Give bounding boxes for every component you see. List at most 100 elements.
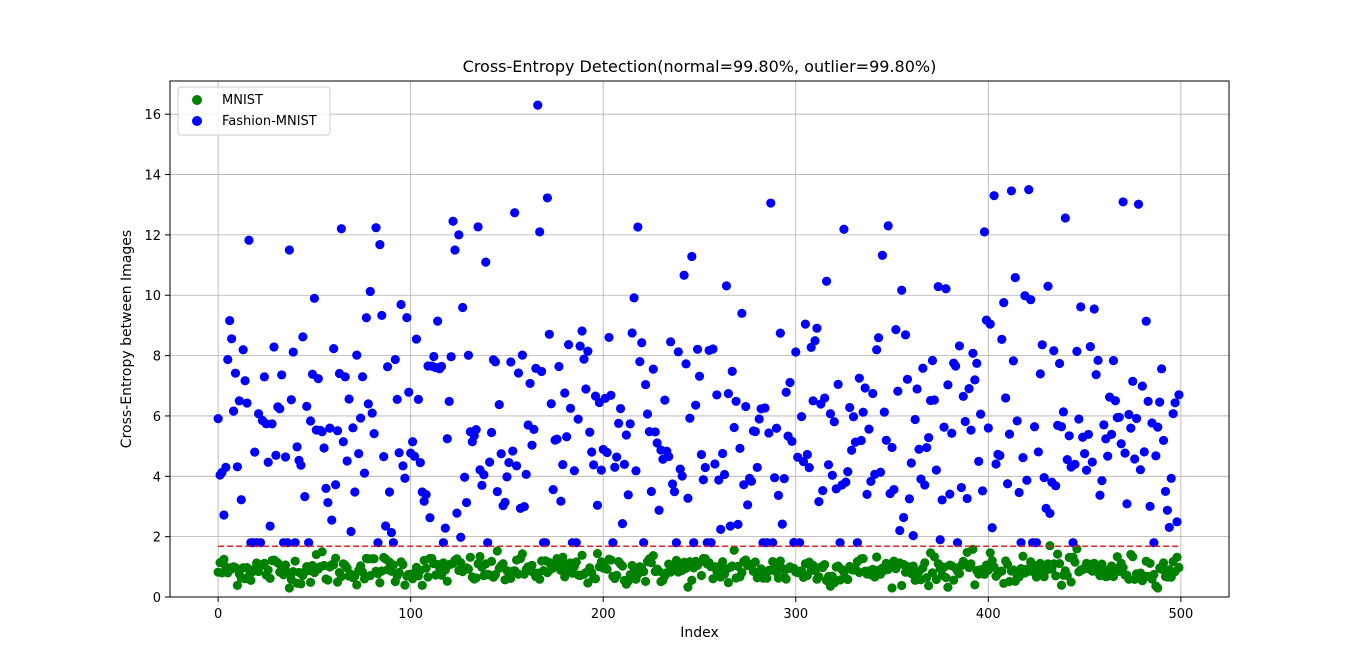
- point-fashion-mnist: [604, 332, 614, 343]
- point-fashion-mnist: [1001, 393, 1011, 403]
- point-fashion-mnist: [1095, 490, 1105, 500]
- point-fashion-mnist: [872, 345, 882, 355]
- point-fashion-mnist: [802, 449, 812, 460]
- legend-label-fashion-mnist: Fashion-MNIST: [222, 114, 317, 129]
- point-mnist: [219, 554, 229, 564]
- point-fashion-mnist: [344, 394, 354, 404]
- point-fashion-mnist: [823, 460, 834, 470]
- point-fashion-mnist: [889, 484, 899, 495]
- point-fashion-mnist: [1157, 364, 1167, 374]
- point-fashion-mnist: [860, 383, 870, 393]
- point-fashion-mnist: [683, 493, 693, 503]
- point-fashion-mnist: [354, 448, 364, 459]
- point-fashion-mnist: [1106, 429, 1117, 439]
- point-fashion-mnist: [1103, 451, 1113, 461]
- point-fashion-mnist: [225, 315, 235, 326]
- x-tick-label: 200: [591, 607, 616, 622]
- point-fashion-mnist: [1143, 396, 1153, 406]
- point-fashion-mnist: [881, 435, 891, 445]
- point-fashion-mnist: [739, 480, 749, 490]
- point-fashion-mnist: [1168, 409, 1178, 419]
- point-fashion-mnist: [989, 191, 999, 201]
- point-fashion-mnist: [873, 333, 884, 343]
- point-fashion-mnist: [983, 423, 993, 433]
- point-fashion-mnist: [373, 538, 383, 548]
- point-fashion-mnist: [931, 465, 941, 475]
- point-fashion-mnist: [900, 330, 911, 340]
- legend-label-mnist: MNIST: [222, 93, 263, 108]
- point-fashion-mnist: [933, 281, 943, 292]
- point-fashion-mnist: [898, 512, 909, 523]
- point-fashion-mnist: [785, 377, 795, 388]
- point-mnist: [941, 573, 951, 583]
- point-fashion-mnist: [583, 346, 593, 356]
- point-fashion-mnist: [856, 435, 866, 446]
- point-fashion-mnist: [433, 316, 443, 326]
- series-mnist: [213, 541, 1184, 593]
- point-fashion-mnist: [924, 432, 934, 443]
- point-fashion-mnist: [625, 419, 635, 429]
- point-fashion-mnist: [779, 474, 789, 484]
- point-fashion-mnist: [321, 483, 331, 493]
- point-fashion-mnist: [560, 388, 570, 398]
- point-fashion-mnist: [1033, 447, 1043, 457]
- series-fashion-mnist: [213, 100, 1184, 548]
- point-fashion-mnist: [569, 466, 579, 476]
- point-fashion-mnist: [787, 436, 797, 446]
- point-fashion-mnist: [808, 396, 818, 406]
- point-fashion-mnist: [714, 475, 724, 485]
- point-fashion-mnist: [1031, 538, 1042, 548]
- point-mnist: [729, 545, 739, 555]
- point-fashion-mnist: [400, 473, 410, 483]
- point-fashion-mnist: [230, 368, 241, 378]
- point-fashion-mnist: [1155, 397, 1165, 407]
- point-fashion-mnist: [614, 418, 624, 428]
- point-fashion-mnist: [687, 251, 697, 262]
- point-fashion-mnist: [642, 409, 653, 419]
- point-fashion-mnist: [997, 334, 1007, 344]
- point-fashion-mnist: [1110, 396, 1120, 406]
- point-mnist: [671, 555, 681, 566]
- point-fashion-mnist: [302, 401, 312, 411]
- point-fashion-mnist: [619, 459, 630, 469]
- point-mnist: [1066, 577, 1076, 587]
- point-fashion-mnist: [615, 403, 626, 414]
- point-fashion-mnist: [492, 486, 502, 497]
- point-fashion-mnist: [527, 440, 537, 450]
- point-mnist: [280, 560, 291, 570]
- point-fashion-mnist: [242, 398, 252, 408]
- point-mnist: [577, 550, 587, 560]
- point-fashion-mnist: [671, 538, 681, 548]
- point-fashion-mnist: [812, 323, 822, 333]
- point-fashion-mnist: [814, 497, 824, 507]
- point-mnist: [465, 552, 475, 562]
- point-fashion-mnist: [954, 341, 965, 351]
- legend-box: [177, 86, 331, 136]
- point-fashion-mnist: [544, 329, 554, 339]
- point-fashion-mnist: [637, 338, 647, 348]
- point-fashion-mnist: [463, 350, 474, 360]
- point-fashion-mnist: [708, 344, 718, 354]
- point-fashion-mnist: [486, 427, 497, 438]
- point-fashion-mnist: [910, 414, 920, 425]
- point-mnist: [369, 554, 379, 564]
- point-fashion-mnist: [804, 463, 814, 473]
- point-fashion-mnist: [444, 396, 454, 406]
- y-tick-label: 8: [153, 350, 161, 365]
- point-fashion-mnist: [1072, 346, 1082, 357]
- point-fashion-mnist: [1035, 369, 1045, 379]
- point-fashion-mnist: [995, 450, 1005, 461]
- point-fashion-mnist: [660, 395, 670, 405]
- point-fashion-mnist: [943, 380, 953, 390]
- point-fashion-mnist: [1141, 316, 1151, 326]
- point-fashion-mnist: [964, 384, 974, 394]
- point-mnist: [330, 553, 341, 563]
- point-fashion-mnist: [587, 447, 597, 457]
- point-fashion-mnist: [960, 416, 970, 427]
- point-fashion-mnist: [379, 452, 389, 462]
- point-fashion-mnist: [1064, 431, 1074, 441]
- point-fashion-mnist: [1012, 416, 1022, 426]
- point-fashion-mnist: [483, 538, 493, 548]
- legend-marker-mnist: [192, 95, 202, 105]
- point-mnist: [1070, 557, 1080, 567]
